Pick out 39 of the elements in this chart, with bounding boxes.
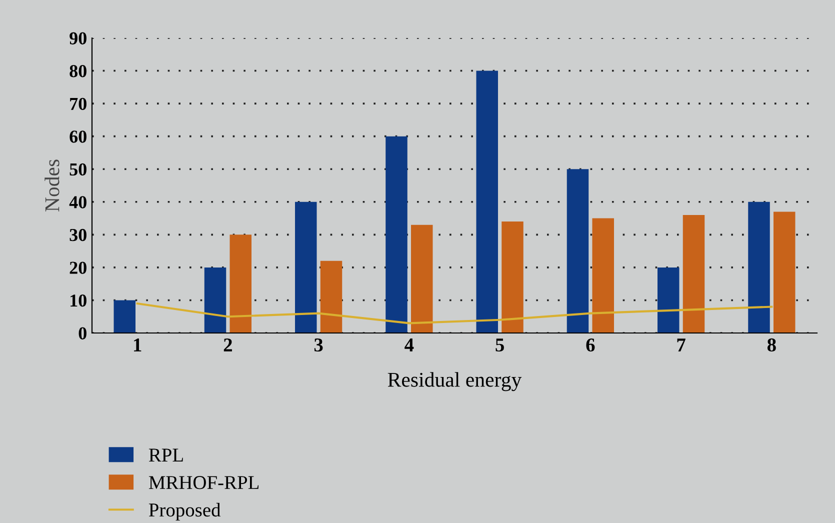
bar: [592, 218, 614, 333]
bar: [411, 224, 433, 333]
bar: [295, 202, 317, 333]
bar: [566, 169, 589, 333]
legend-label: MRHOF-RPL: [148, 476, 259, 490]
x-tick-label: 3: [314, 338, 323, 352]
x-tick-label: 5: [496, 338, 504, 352]
x-tick-label: 2: [224, 338, 232, 352]
y-tick-label: 90: [70, 32, 86, 44]
x-tick-label: 1: [134, 338, 142, 352]
y-tick-label: 40: [69, 196, 86, 208]
x-tick-label: 8: [767, 338, 776, 352]
x-axis-title: Residual energy: [388, 372, 522, 392]
bar: [114, 300, 136, 333]
bar: [386, 136, 408, 333]
legend-label: Proposed: [148, 502, 221, 521]
x-tick-label: 7: [677, 338, 686, 352]
y-tick-label: 60: [70, 130, 86, 143]
x-tick-label: 6: [586, 338, 595, 352]
y-tick-label: 80: [70, 65, 86, 78]
bar: [774, 212, 796, 333]
line-series: [136, 302, 773, 324]
bar: [502, 222, 524, 333]
y-tick-label: 70: [70, 98, 86, 110]
y-tick-label: 0: [78, 327, 86, 340]
x-tick-label: 4: [404, 338, 414, 352]
bar: [682, 215, 705, 333]
bar: [748, 202, 770, 333]
bar: [204, 267, 226, 333]
y-tick-label: 30: [70, 228, 86, 242]
bar: [320, 260, 342, 333]
bar: [230, 234, 252, 333]
y-axis-title: Nodes: [44, 160, 60, 212]
legend-label: RPL: [148, 448, 183, 462]
bar: [476, 70, 498, 333]
bar: [658, 267, 680, 333]
y-tick-label: 10: [70, 294, 86, 307]
y-tick-label: 20: [70, 262, 86, 274]
y-tick-label: 50: [70, 163, 86, 176]
